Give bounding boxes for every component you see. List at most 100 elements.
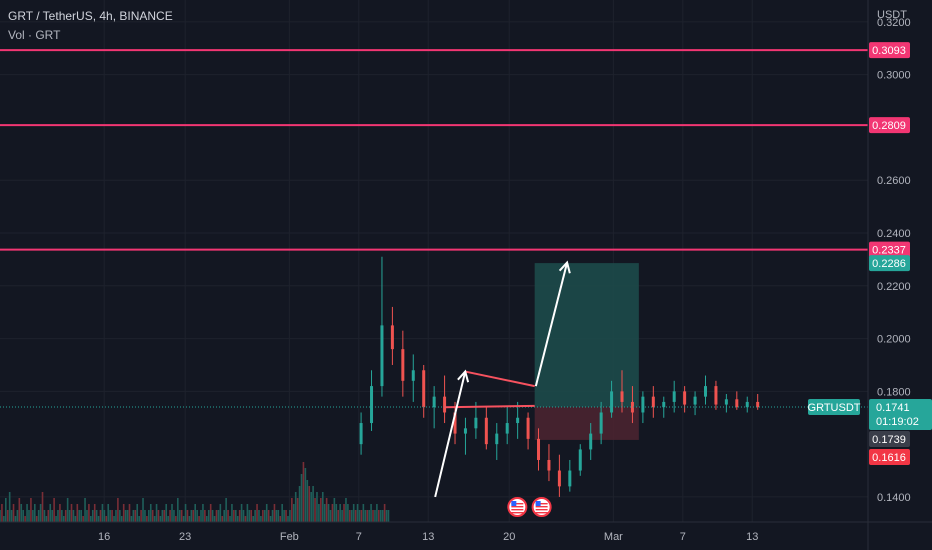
arrow-line[interactable] [534,262,569,387]
triangle-lower-trendline[interactable] [444,404,535,409]
volume-bar [155,504,158,522]
volume-bar [378,510,380,522]
flag-stripe [511,503,524,505]
volume-bar [341,510,343,522]
volume-bar [39,504,42,522]
volume-bar [370,504,372,522]
y-tick-label: 0.2000 [877,334,911,346]
candle-body [422,370,426,408]
volume-bar [163,510,166,522]
volume-bar [234,510,237,522]
candle-body [630,401,634,413]
candle-body [370,386,374,424]
volume-bar [130,516,133,522]
candle-body [589,433,593,450]
volume-bar [294,492,297,522]
volume-bar [159,516,162,522]
candle-body [610,391,614,413]
volume-bar [88,504,90,522]
volume-bar [186,510,189,522]
volume-bar [221,516,224,522]
volume-bar [387,510,390,522]
volume-bar [105,516,108,522]
volume-bar [173,510,175,522]
volume-bar [374,510,376,522]
candle-body [526,417,530,439]
volume-bar [1,504,3,522]
volume-bar [148,510,150,522]
volume-bar [146,516,148,522]
volume-bar [381,510,384,522]
volume-bar [258,510,260,522]
arrow-head[interactable] [558,260,571,274]
arrow-head[interactable] [457,369,470,383]
profit-target-zone [534,263,639,407]
volume-bar [269,516,272,522]
volume-bar [12,504,15,522]
us-flag-event-icon[interactable] [531,497,552,517]
volume-indicator-title[interactable]: Vol · GRT [8,28,61,42]
volume-bar [196,510,198,522]
volume-bar [165,504,168,522]
price-axis-currency: USDT [877,9,907,21]
x-tick-label: Mar [604,531,623,543]
arrow-line[interactable] [434,371,467,498]
volume-bar [24,516,26,522]
volume-bar [368,510,370,522]
volume-bar [35,516,38,522]
candle-body [735,399,739,408]
volume-bar [190,510,193,522]
candle-body [599,412,603,434]
symbol-tag-text: GRTUSDT [808,402,861,414]
volume-bar [177,498,179,522]
horizontal-levels[interactable] [0,49,868,408]
x-tick-label: 7 [680,531,686,543]
flag-stripe [511,512,524,514]
volume-bar [0,510,1,522]
event-markers[interactable] [507,497,552,517]
level-price-text: 0.2337 [872,245,906,257]
volume-bar [55,516,57,522]
volume-bar [128,504,131,522]
volume-bar [10,510,13,522]
axis-price-label [869,448,910,465]
flag-stripe [535,506,548,508]
stop-loss-zone [534,406,639,440]
x-tick-label: Feb [280,531,299,543]
drawings[interactable] [434,260,571,498]
volume-bar [64,510,67,522]
volume-bar [198,516,200,522]
volume-bar [200,510,202,522]
volume-bar [111,510,113,522]
volume-bar [260,516,262,522]
volume-bar [343,504,345,522]
y-tick-label: 0.2200 [877,281,911,293]
volume-bar [72,510,75,522]
volume-bar [360,510,363,522]
volume-bar [140,510,142,522]
volume-bar [325,498,328,522]
flag-stripe [535,503,548,505]
x-tick-label: 16 [98,531,110,543]
volume-bar [153,516,156,522]
triangle-upper-trendline[interactable] [465,370,535,388]
volume-bar [180,510,183,522]
us-flag-event-icon[interactable] [507,497,528,517]
volume-bar [339,504,341,522]
volume-bar [117,498,119,522]
volume-bar [242,510,245,522]
volume-bar [109,510,111,522]
volume-bar [287,516,289,522]
volume-bar [149,504,152,522]
volume-bar [213,516,216,522]
candle-body [672,391,676,402]
volume-bar [182,516,185,522]
volume-bar [93,504,96,522]
volume-bar [61,510,63,522]
volume-bar [271,510,274,522]
candle-body [432,396,436,408]
volume-bar [204,510,206,522]
symbol-title[interactable]: GRT / TetherUS, 4h, BINANCE [8,9,173,23]
axis-price-label [869,255,910,272]
